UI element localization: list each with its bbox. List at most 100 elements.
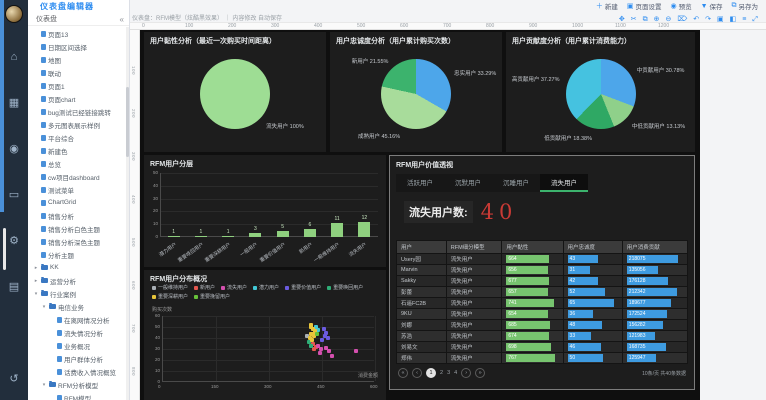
scatter-point[interactable] [312, 333, 317, 338]
new-button[interactable]: ＋新建 [596, 1, 618, 11]
monitor-icon[interactable]: ▭ [8, 189, 20, 201]
bar[interactable] [194, 235, 207, 237]
scatter-point[interactable] [308, 331, 313, 336]
tree-item[interactable]: 在离网情况分析 [28, 313, 126, 326]
scatter-point[interactable] [329, 353, 334, 358]
panel-user-contribution[interactable]: 用户贡献度分析（用户累计消费能力） 中贡献用户 30.78% 中低贡献用户 13.1… [506, 32, 695, 152]
tree-item[interactable]: 销售分析深色主题 [28, 235, 126, 248]
scatter-point[interactable] [315, 328, 320, 333]
table-row[interactable]: 刘易文 流失用户 698 46 168735 [396, 341, 689, 353]
scatter-point[interactable] [324, 330, 329, 335]
rail-scrollbar-thumb[interactable] [3, 228, 6, 270]
tree-item[interactable]: 页面13 [28, 27, 126, 40]
services-icon[interactable]: ⚙ [9, 235, 19, 247]
table-row[interactable]: 郑伟 流失用户 767 50 125947 [396, 352, 689, 364]
zoom-out-icon[interactable]: ⊖ [665, 16, 672, 23]
bar[interactable] [303, 229, 316, 237]
save-button[interactable]: ▼ 保存 [701, 1, 723, 12]
tree-item[interactable]: 分析主题 [28, 248, 126, 261]
legend-item[interactable]: 重要唤回用户 [327, 284, 363, 291]
tree-item[interactable]: 总览 [28, 157, 126, 170]
table-row[interactable]: 石遥FC2B 流失用户 741 65 189677 [396, 297, 689, 309]
collapse-panel-icon[interactable]: « [119, 14, 124, 24]
scatter-point[interactable] [313, 325, 318, 329]
tree-item[interactable]: 销售分析白色主题 [28, 222, 126, 235]
scatter-point[interactable] [320, 338, 324, 343]
preview-button[interactable]: ◉ 预览 [670, 1, 691, 11]
panel-user-stickiness[interactable]: 用户黏性分析（最近一次购买时间距离） 流失用户 100% [144, 32, 326, 152]
scatter-point[interactable] [324, 345, 329, 350]
panel-rfm-value[interactable]: RFM用户价值透视 活跃用户 沉默用户 沉睡用户 流失用户 流失用户数: 40 用户 RFM细分… [389, 155, 695, 390]
tree-item[interactable]: 联动 [28, 66, 126, 79]
scatter-point[interactable] [313, 344, 318, 349]
scatter-point[interactable] [319, 347, 324, 351]
scatter-point[interactable] [310, 331, 315, 336]
scatter-point[interactable] [311, 341, 316, 346]
table-row[interactable]: Sakky 流失用户 677 42 176128 [396, 275, 689, 287]
tree-folder[interactable]: ▸ 运营分析 [28, 274, 126, 287]
page-settings-button[interactable]: ▣ 页面设置 [627, 1, 662, 11]
legend-item[interactable]: 流失用户 [221, 284, 247, 291]
scatter-point[interactable] [311, 327, 316, 332]
bar[interactable] [249, 233, 262, 237]
logout-icon[interactable]: ↺ [9, 373, 19, 385]
image-icon[interactable]: ▣ [717, 16, 724, 23]
redo-icon[interactable]: ↷ [705, 16, 712, 23]
scatter-point[interactable] [326, 336, 331, 340]
copy-icon[interactable]: ⧉ [642, 16, 648, 23]
undo-icon[interactable]: ↶ [693, 16, 700, 23]
scatter-point[interactable] [312, 347, 317, 351]
bar[interactable] [222, 235, 235, 237]
scatter-point[interactable] [312, 329, 317, 334]
page-next-button[interactable]: › [461, 368, 472, 378]
scatter-point[interactable] [305, 333, 310, 338]
scatter-point[interactable] [307, 336, 312, 340]
tree-folder[interactable]: ▸ KK [28, 261, 126, 274]
template-icon[interactable]: ▤ [8, 281, 20, 293]
page-last-button[interactable]: » [475, 368, 486, 378]
tree-item[interactable]: 多元图表展示样例 [28, 118, 126, 131]
tree-folder[interactable]: ▾ 行业案例 [28, 287, 126, 300]
dashboard-icon[interactable]: ▦ [8, 97, 20, 109]
zoom-in-icon[interactable]: ⊕ [653, 16, 660, 23]
scatter-point[interactable] [308, 343, 313, 348]
tree-item[interactable]: 流失情况分析 [28, 326, 126, 339]
page-2-button[interactable]: 2 [440, 370, 444, 376]
table-row[interactable]: 9KU 流失用户 654 36 172524 [396, 308, 689, 320]
scatter-point[interactable] [321, 327, 326, 332]
save-as-button[interactable]: ⧉ 另存为 [732, 1, 759, 11]
legend-item[interactable]: 新用户 [194, 284, 215, 291]
datascreen-icon[interactable]: ◉ [9, 143, 19, 155]
bar[interactable] [167, 235, 180, 237]
tree-item[interactable]: ChartGrid [28, 196, 126, 209]
tree-item[interactable]: 页面chart [28, 92, 126, 105]
bar[interactable] [331, 222, 344, 237]
tree-item[interactable]: cw项目dashboard [28, 170, 126, 183]
tree-item[interactable]: 测试菜单 [28, 183, 126, 196]
tree-item[interactable]: RFM模型 [28, 391, 126, 400]
panel-rfm-scatter[interactable]: RFM用户分布概况 一般维持用户 新用户 流失用户 潜力用户 重要价值用户 重要唤回用户 重要… [144, 270, 386, 400]
layer-icon[interactable]: ◧ [729, 16, 737, 23]
bar[interactable] [358, 221, 371, 237]
tree-item[interactable]: 话费收入情况概览 [28, 365, 126, 378]
panel-rfm-bar[interactable]: RFM用户分层 0 10 20 30 40 50 1 潜力用户 1 重要唤回用户 1 重要深耕用户 3 一般… [144, 155, 386, 267]
page-1-button[interactable]: 1 [426, 368, 436, 378]
bar[interactable] [276, 230, 289, 237]
fullscreen-icon[interactable]: ⤢ [752, 16, 758, 23]
legend-item[interactable]: 重要深耕用户 [152, 293, 188, 300]
table-row[interactable]: 苏浩 流失用户 674 33 121983 [396, 330, 689, 342]
scatter-point[interactable] [322, 333, 327, 338]
scatter-point[interactable] [306, 340, 311, 345]
scatter-point[interactable] [353, 349, 358, 354]
scatter-point[interactable] [309, 322, 314, 327]
home-icon[interactable]: ⌂ [10, 51, 18, 63]
tab-流失用户[interactable]: 流失用户 [540, 174, 588, 192]
legend-item[interactable]: 潜力用户 [253, 284, 279, 291]
scatter-point[interactable] [327, 349, 332, 354]
table-row[interactable]: 彭蕾 流失用户 657 52 212342 [396, 286, 689, 298]
select-icon[interactable]: ✥ [618, 16, 625, 23]
tree-item[interactable]: 日期区间选择 [28, 40, 126, 53]
table-row[interactable]: 刘娜 流失用户 685 48 156282 [396, 319, 689, 331]
scatter-point[interactable] [310, 338, 315, 343]
page-3-button[interactable]: 3 [447, 370, 451, 376]
